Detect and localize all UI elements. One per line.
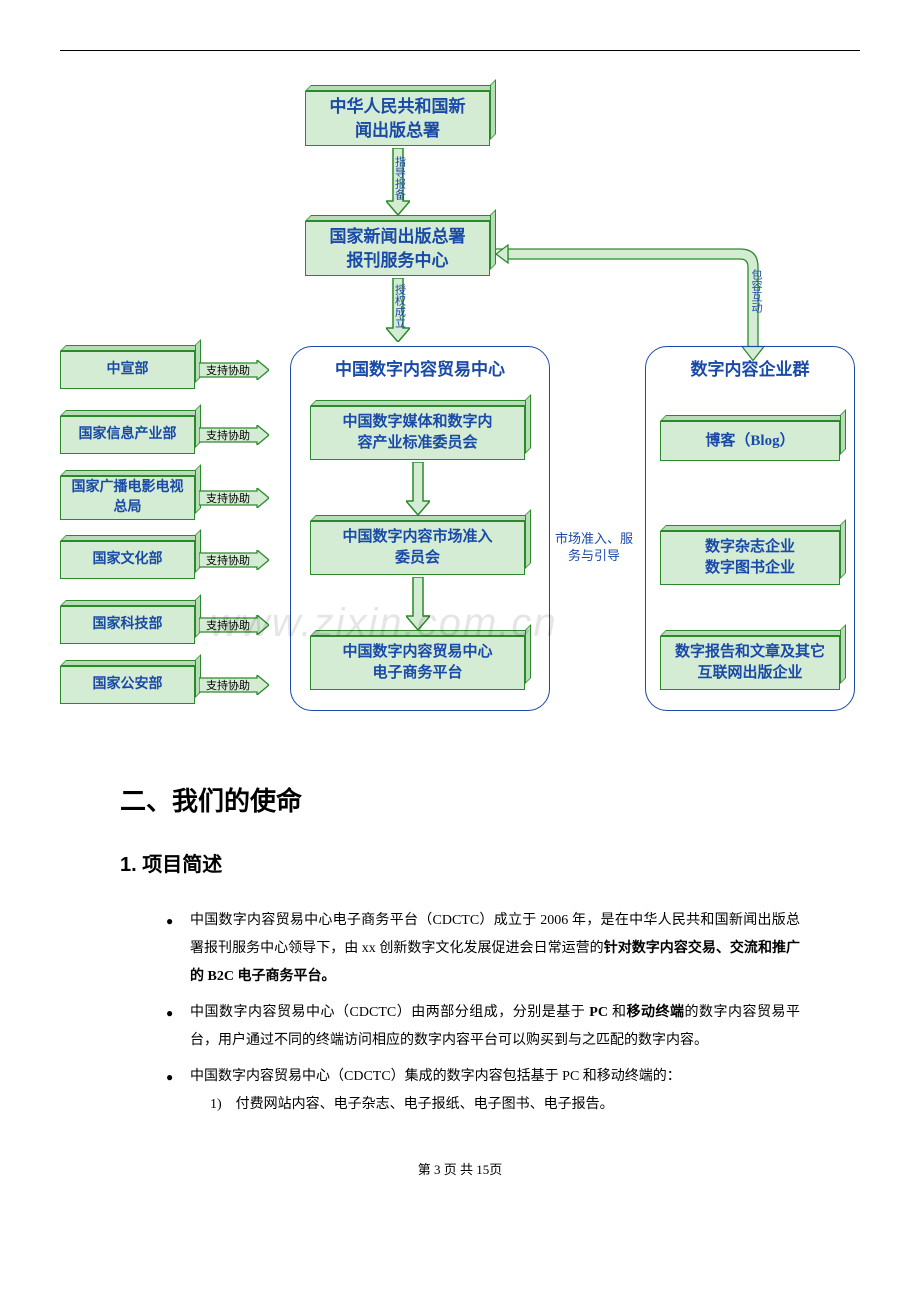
footer-a: 第 — [418, 1162, 434, 1177]
loop-label: 包容互动 — [748, 269, 764, 313]
subsection-heading: 1. 项目简述 — [120, 848, 860, 877]
bullet-2: 中国数字内容贸易中心（CDCTC）由两部分组成，分别是基于 PC 和移动终端的数… — [190, 999, 800, 1055]
arrow-label-2: 授权成立 — [392, 284, 408, 328]
support-arrow: 支持协助 — [199, 425, 269, 445]
right-item-2: 数字报告和文章及其它互联网出版企业 — [660, 636, 840, 690]
bullet-2-d: 移动终端 — [626, 1005, 684, 1020]
top-rule — [60, 50, 860, 51]
center-container-title: 中国数字内容贸易中心 — [291, 355, 549, 380]
support-arrow: 支持协助 — [199, 488, 269, 508]
page-footer: 第 3 页 共 15页 — [60, 1159, 860, 1178]
left-org-5: 国家公安部 — [60, 666, 195, 704]
svg-text:支持协助: 支持协助 — [206, 491, 250, 505]
footer-c: 页 共 — [440, 1162, 476, 1177]
svg-text:支持协助: 支持协助 — [206, 363, 250, 377]
section-heading: 二、我们的使命 — [120, 781, 860, 818]
node-press-service-center: 国家新闻出版总署报刊服务中心 — [305, 221, 490, 276]
bullet-3: 中国数字内容贸易中心（CDCTC）集成的数字内容包括基于 PC 和移动终端的： … — [190, 1063, 800, 1119]
svg-text:支持协助: 支持协助 — [206, 618, 250, 632]
right-container-title: 数字内容企业群 — [646, 355, 854, 380]
center-item-1: 中国数字内容市场准入委员会 — [310, 521, 525, 575]
right-item-1: 数字杂志企业数字图书企业 — [660, 531, 840, 585]
center-item-2: 中国数字内容贸易中心电子商务平台 — [310, 636, 525, 690]
left-org-1: 国家信息产业部 — [60, 416, 195, 454]
arrow-label-1: 指导报备 — [392, 156, 408, 200]
mid-connector-label: 市场准入、服务与引导 — [555, 531, 633, 565]
left-org-0: 中宣部 — [60, 351, 195, 389]
bullet-list: 中国数字内容贸易中心电子商务平台（CDCTC）成立于 2006 年，是在中华人民… — [190, 907, 800, 1119]
bullet-1: 中国数字内容贸易中心电子商务平台（CDCTC）成立于 2006 年，是在中华人民… — [190, 907, 800, 991]
bullet-3-text: 中国数字内容贸易中心（CDCTC）集成的数字内容包括基于 PC 和移动终端的： — [190, 1069, 681, 1084]
bullet-2-a: 中国数字内容贸易中心（CDCTC）由两部分组成，分别是基于 — [190, 1005, 589, 1020]
bullet-2-c: 和 — [608, 1005, 627, 1020]
center-inner-arrow-0 — [406, 462, 430, 515]
right-item-0: 博客（Blog） — [660, 421, 840, 461]
center-inner-arrow-1 — [406, 577, 430, 630]
svg-text:支持协助: 支持协助 — [206, 428, 250, 442]
svg-text:支持协助: 支持协助 — [206, 553, 250, 567]
support-arrow: 支持协助 — [199, 550, 269, 570]
support-arrow: 支持协助 — [199, 675, 269, 695]
center-item-0: 中国数字媒体和数字内容产业标准委员会 — [310, 406, 525, 460]
footer-page-total: 15 — [476, 1162, 489, 1177]
support-arrow: 支持协助 — [199, 615, 269, 635]
left-org-4: 国家科技部 — [60, 606, 195, 644]
left-org-2: 国家广播电影电视总局 — [60, 476, 195, 520]
org-diagram: 中华人民共和国新闻出版总署 指导报备 国家新闻出版总署报刊服务中心 授权成立 包… — [60, 91, 860, 741]
node-prc-press: 中华人民共和国新闻出版总署 — [305, 91, 490, 146]
footer-e: 页 — [489, 1162, 502, 1177]
support-arrow: 支持协助 — [199, 360, 269, 380]
bullet-2-b: PC — [589, 1005, 608, 1020]
svg-text:支持协助: 支持协助 — [206, 678, 250, 692]
left-org-3: 国家文化部 — [60, 541, 195, 579]
bullet-3-sub1: 1) 付费网站内容、电子杂志、电子报纸、电子图书、电子报告。 — [210, 1091, 800, 1119]
